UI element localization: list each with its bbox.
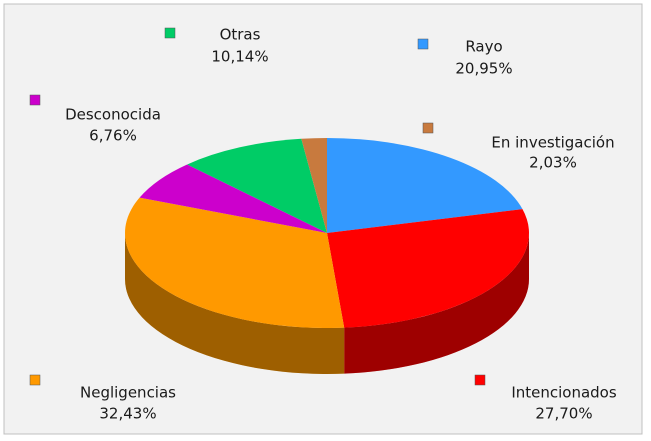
value-label: 27,70%	[535, 405, 592, 423]
slice	[139, 164, 327, 233]
value-label: 32,43%	[99, 405, 156, 423]
slice	[187, 138, 327, 233]
legend-marker	[164, 27, 176, 39]
legend-marker	[29, 374, 41, 386]
value-label: 10,14%	[211, 48, 268, 66]
value-label: 2,03%	[529, 154, 577, 172]
slice-side	[344, 233, 529, 374]
slice	[125, 197, 345, 328]
slice-side-shade	[344, 233, 529, 374]
slice	[327, 138, 523, 233]
legend-marker	[417, 38, 429, 50]
category-label: Otras	[220, 26, 261, 44]
slice-side	[125, 233, 345, 374]
slice-side-shade	[125, 233, 345, 374]
category-label: Negligencias	[80, 384, 176, 402]
category-label: En investigación	[491, 134, 614, 152]
category-label: Rayo	[465, 38, 502, 56]
category-label: Desconocida	[65, 106, 161, 124]
slice	[327, 209, 530, 328]
value-label: 6,76%	[89, 127, 137, 145]
legend-marker	[474, 374, 486, 386]
value-label: 20,95%	[455, 60, 512, 78]
slice	[301, 138, 327, 233]
category-label: Intencionados	[511, 384, 617, 402]
legend-marker	[422, 122, 434, 134]
legend-marker	[29, 94, 41, 106]
